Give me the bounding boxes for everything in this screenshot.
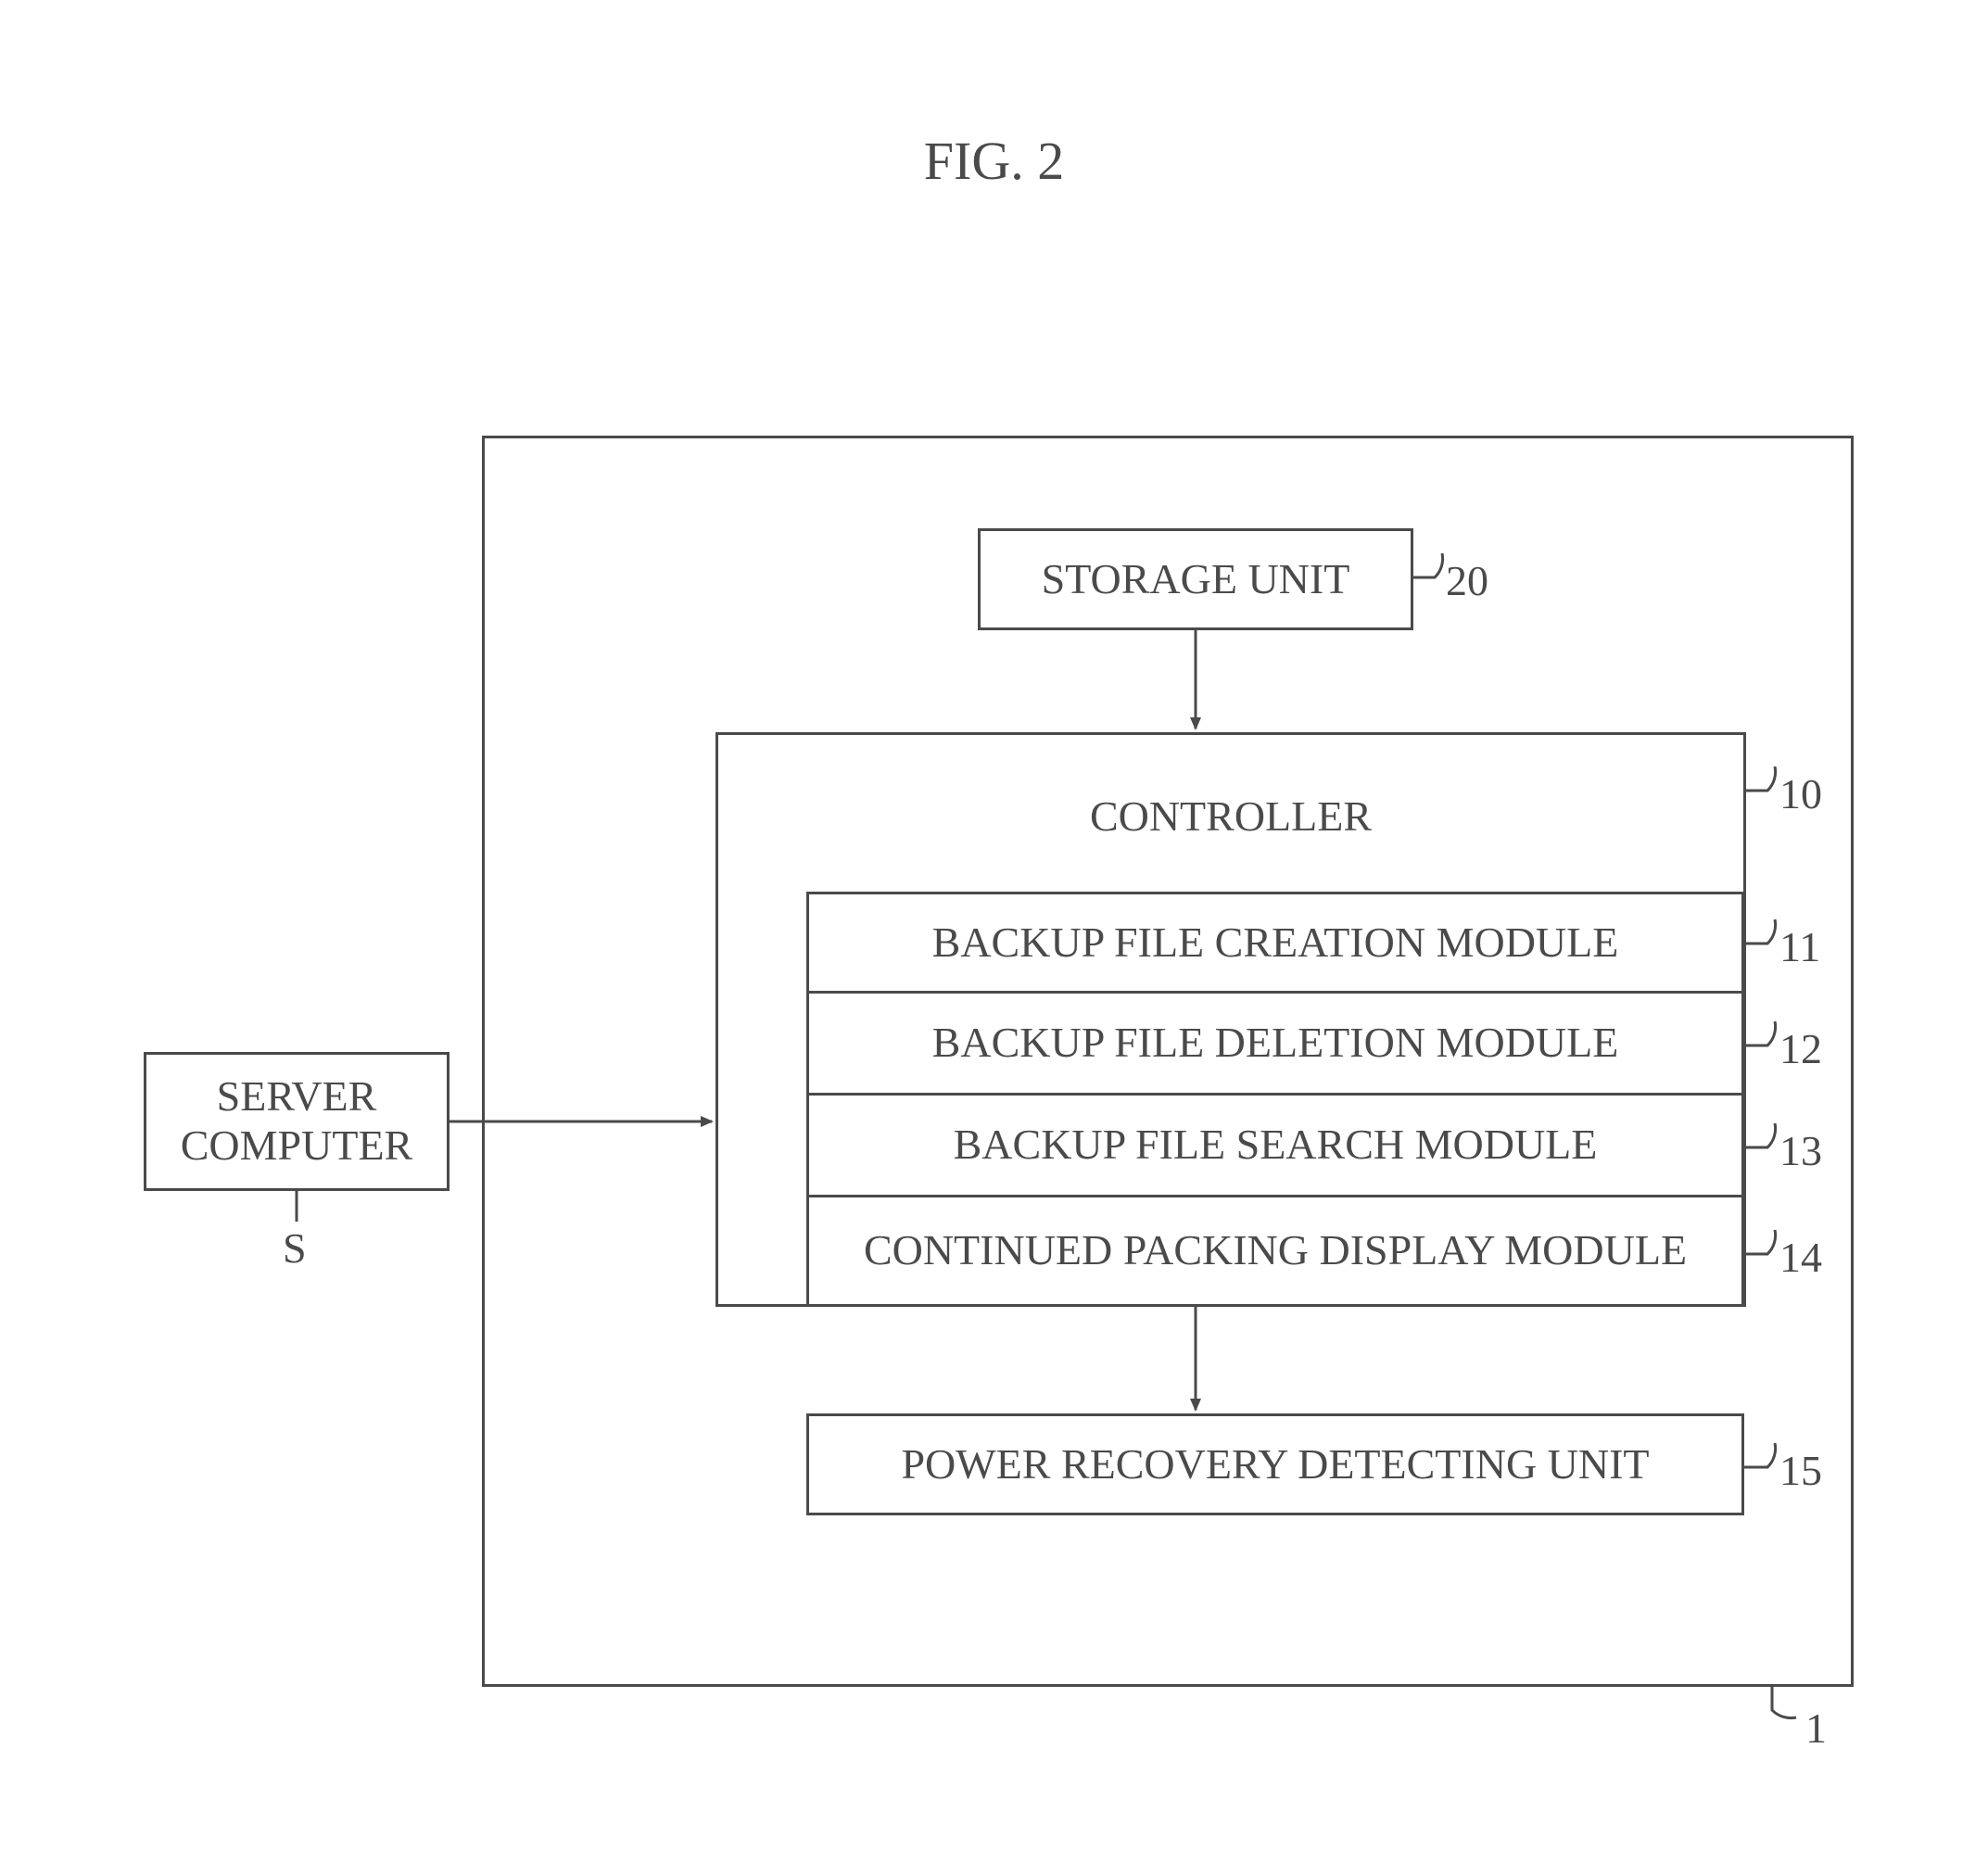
server-label: SERVER COMPUTER: [181, 1072, 412, 1171]
server-computer-box: SERVER COMPUTER: [144, 1052, 450, 1191]
power-recovery-unit-box: POWER RECOVERY DETECTING UNIT: [806, 1413, 1744, 1515]
figure-title: FIG. 2: [0, 130, 1988, 192]
controller-label: CONTROLLER: [715, 792, 1746, 842]
storage-unit-label: STORAGE UNIT: [1042, 555, 1350, 604]
leader-outer: [1772, 1687, 1796, 1718]
ref-module4: 14: [1779, 1233, 1822, 1282]
module-continued-packing-display: CONTINUED PACKING DISPLAY MODULE: [806, 1197, 1744, 1307]
module4-label: CONTINUED PACKING DISPLAY MODULE: [864, 1226, 1687, 1275]
ref-module1: 11: [1779, 922, 1820, 971]
module3-label: BACKUP FILE SEARCH MODULE: [954, 1121, 1598, 1170]
ref-outer: 1: [1805, 1704, 1827, 1753]
storage-unit-box: STORAGE UNIT: [978, 528, 1413, 630]
module-backup-search: BACKUP FILE SEARCH MODULE: [806, 1096, 1744, 1197]
module-backup-deletion: BACKUP FILE DELETION MODULE: [806, 994, 1744, 1096]
ref-module2: 12: [1779, 1024, 1822, 1073]
module-backup-creation: BACKUP FILE CREATION MODULE: [806, 892, 1744, 994]
ref-server: S: [283, 1223, 307, 1273]
diagram-canvas: FIG. 2 STORAGE UNIT CONTROLLER BACKUP FI…: [0, 0, 1988, 1875]
module2-label: BACKUP FILE DELETION MODULE: [932, 1019, 1619, 1068]
ref-controller: 10: [1779, 769, 1822, 818]
ref-module3: 13: [1779, 1126, 1822, 1175]
ref-power: 15: [1779, 1446, 1822, 1495]
ref-storage: 20: [1446, 556, 1488, 605]
module1-label: BACKUP FILE CREATION MODULE: [932, 918, 1619, 968]
power-unit-label: POWER RECOVERY DETECTING UNIT: [901, 1440, 1649, 1489]
